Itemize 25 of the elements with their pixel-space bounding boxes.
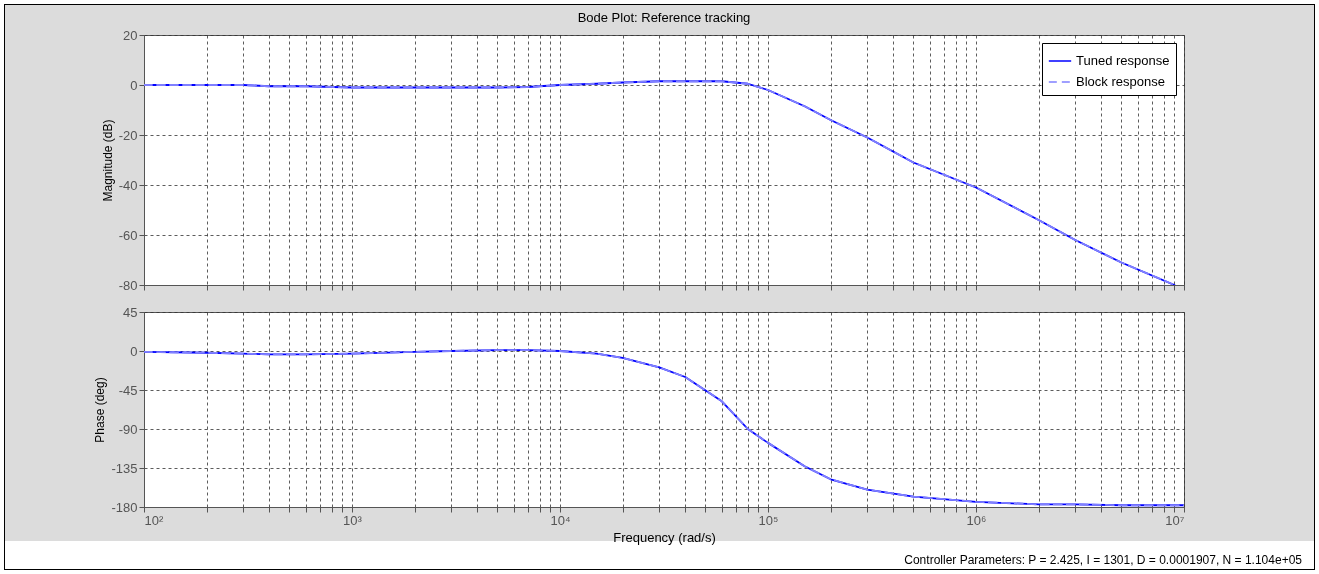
legend-label: Tuned response bbox=[1076, 53, 1170, 68]
y-tick-label: -90 bbox=[118, 421, 138, 437]
y-tick-label: -180 bbox=[111, 499, 138, 515]
y-tick-label: -60 bbox=[118, 227, 138, 243]
y-tick-label: 45 bbox=[123, 304, 138, 320]
y-tick-label: -40 bbox=[118, 177, 138, 193]
y-tick-label: 20 bbox=[123, 27, 138, 43]
chart-title: Bode Plot: Reference tracking bbox=[577, 10, 751, 25]
x-tick-label: 10⁷ bbox=[1165, 512, 1185, 528]
y-tick-label: -45 bbox=[118, 382, 138, 398]
y-tick-label: 0 bbox=[130, 343, 138, 359]
x-tick-label: 10⁵ bbox=[758, 512, 779, 528]
x-tick-label: 10⁶ bbox=[966, 512, 987, 528]
x-tick-label: 10⁴ bbox=[550, 512, 571, 528]
y-tick-label: 0 bbox=[130, 77, 138, 93]
x-tick-label: 10³ bbox=[343, 512, 363, 528]
y-tick-label: -20 bbox=[118, 127, 138, 143]
y-tick-label: -135 bbox=[111, 460, 138, 476]
y-tick-label: -80 bbox=[118, 277, 138, 293]
x-axis-title: Frequency (rad/s) bbox=[613, 529, 716, 545]
x-tick-label: 10² bbox=[144, 512, 164, 528]
text: Controller Parameters: P = 2.425, I = 1301, D = 0.0001907, N = 1.104e+05 bbox=[904, 553, 1302, 567]
legend-label: Block response bbox=[1076, 74, 1165, 89]
y-axis-title: Phase (deg) bbox=[93, 377, 108, 443]
y-axis-title: Magnitude (dB) bbox=[100, 119, 115, 202]
